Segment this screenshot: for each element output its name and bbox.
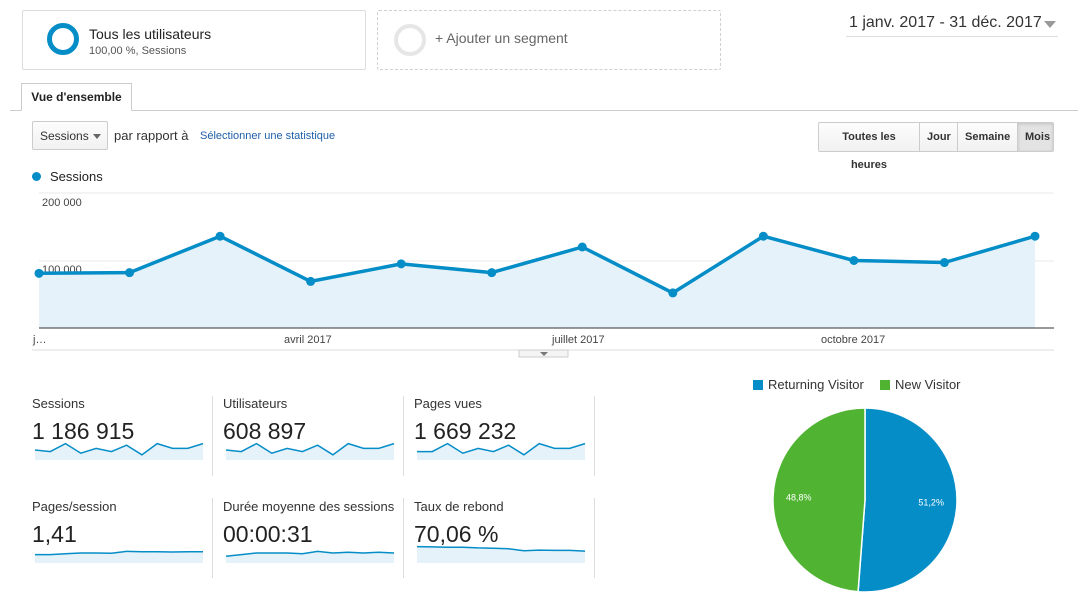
- metric-sparkline: [225, 442, 395, 460]
- tab-overview[interactable]: Vue d'ensemble: [21, 83, 132, 111]
- sessions-point-avril[interactable]: [306, 276, 316, 286]
- pie-slice-new-visitor[interactable]: [772, 407, 866, 593]
- sessions-line: [38, 234, 1036, 295]
- granularity-buttons: Toutes les heures Jour Semaine Mois: [818, 122, 1054, 171]
- metric-value: 608 897: [223, 418, 307, 444]
- metric-divider: [594, 498, 595, 578]
- metric-divider: [403, 498, 404, 578]
- sessions-area: [39, 236, 1035, 328]
- y-tick-label: 200 000: [42, 197, 82, 209]
- select-metric-link[interactable]: Sélectionner une statistique: [200, 130, 336, 142]
- metric-value: 1,41: [32, 521, 77, 547]
- pie-legend-new[interactable]: New Visitor: [880, 377, 961, 392]
- metric-sparkline: [225, 550, 395, 563]
- sparkline-area: [226, 551, 394, 563]
- sessions-point-janv.[interactable]: [34, 268, 44, 278]
- sessions-point-mai[interactable]: [396, 259, 406, 269]
- sessions-point-juin[interactable]: [487, 268, 497, 278]
- date-range-text: 1 janv. 2017 - 31 déc. 2017: [849, 14, 1042, 31]
- sessions-point-sept.[interactable]: [758, 231, 768, 241]
- metric-label: Taux de rebond: [414, 499, 504, 514]
- sessions-point-févr.[interactable]: [125, 268, 135, 278]
- metric-select-value: Sessions: [40, 129, 89, 143]
- segment-all-users[interactable]: Tous les utilisateurs 100,00 %, Sessions: [22, 10, 366, 70]
- new-visitor-swatch: [880, 380, 890, 390]
- chart-expand-handle[interactable]: [518, 349, 569, 358]
- sessions-line-chart: 200 000 100 000 j… avril 2017 juillet 20…: [32, 192, 1054, 358]
- sparkline-line: [225, 442, 395, 456]
- granularity-day-button[interactable]: Jour: [919, 122, 958, 152]
- pie-slice-label: 51,2%: [918, 498, 944, 508]
- metric-value: 1 186 915: [32, 418, 135, 444]
- sessions-point-août[interactable]: [668, 288, 678, 298]
- sparkline-line: [225, 550, 395, 557]
- metric-value: 70,06 %: [414, 521, 499, 547]
- sparkline-area: [35, 443, 203, 460]
- chevron-down-icon: [93, 134, 101, 139]
- metric-sparkline: [416, 545, 586, 563]
- sparkline-area: [226, 443, 394, 460]
- sessions-point-déc.[interactable]: [1030, 231, 1040, 241]
- sessions-point-mars[interactable]: [215, 231, 225, 241]
- visitor-type-pie-chart: 51,2% 48,8%: [772, 407, 958, 593]
- granularity-week-button[interactable]: Semaine: [957, 122, 1018, 152]
- metric-value: 1 669 232: [414, 418, 517, 444]
- metric-select[interactable]: Sessions: [32, 121, 108, 150]
- date-range-picker[interactable]: 1 janv. 2017 - 31 déc. 2017: [846, 14, 1058, 37]
- granularity-month-button[interactable]: Mois: [1017, 122, 1054, 152]
- metric-label: Pages vues: [414, 396, 482, 411]
- sparkline-area: [417, 443, 585, 460]
- empty-segment-ring-icon: [394, 24, 426, 56]
- sparkline-line: [34, 442, 204, 456]
- metric-label: Durée moyenne des sessions: [223, 499, 395, 514]
- sparkline-line: [35, 550, 203, 556]
- compare-label: par rapport à: [114, 128, 189, 143]
- pie-slice-label: 48,8%: [786, 493, 812, 503]
- metric-divider: [212, 396, 213, 476]
- sparkline-line: [416, 545, 586, 552]
- x-tick-label: octobre 2017: [821, 334, 885, 346]
- sparkline-line: [417, 442, 586, 456]
- metric-sparkline: [34, 442, 204, 460]
- metric-value: 00:00:31: [223, 521, 313, 547]
- sparkline-area: [35, 551, 203, 563]
- x-tick-label: avril 2017: [284, 334, 332, 346]
- metric-label: Utilisateurs: [223, 396, 288, 411]
- segment-ring-icon: [47, 23, 79, 55]
- x-tick-label: juillet 2017: [551, 334, 605, 346]
- sessions-point-juillet[interactable]: [577, 242, 587, 252]
- metric-sparkline: [417, 442, 586, 460]
- add-segment-button[interactable]: + Ajouter un segment: [377, 10, 721, 70]
- tab-divider: [10, 110, 1078, 111]
- segment-title: Tous les utilisateurs: [89, 26, 212, 42]
- metric-divider: [403, 396, 404, 476]
- metric-divider: [212, 498, 213, 578]
- sessions-legend-label: Sessions: [50, 169, 103, 184]
- sessions-point-nov.[interactable]: [939, 258, 949, 268]
- chevron-down-icon: [1044, 21, 1056, 28]
- pie-legend-label: New Visitor: [895, 377, 961, 392]
- x-tick-label: j…: [32, 334, 46, 346]
- add-segment-label: + Ajouter un segment: [435, 30, 568, 46]
- pie-legend-label: Returning Visitor: [768, 377, 864, 392]
- segment-subtitle: 100,00 %, Sessions: [89, 45, 187, 57]
- chevron-down-icon: [540, 352, 548, 356]
- metric-sparkline: [35, 550, 203, 563]
- metric-label: Pages/session: [32, 499, 117, 514]
- pie-slice-returning-visitor[interactable]: [857, 407, 958, 593]
- metric-divider: [594, 396, 595, 476]
- sessions-legend-marker: [32, 172, 41, 181]
- granularity-hourly-button[interactable]: Toutes les heures: [818, 122, 920, 171]
- sessions-point-oct.[interactable]: [849, 256, 859, 265]
- pie-legend-returning[interactable]: Returning Visitor: [753, 377, 864, 392]
- metric-label: Sessions: [32, 396, 85, 411]
- returning-visitor-swatch: [753, 380, 763, 390]
